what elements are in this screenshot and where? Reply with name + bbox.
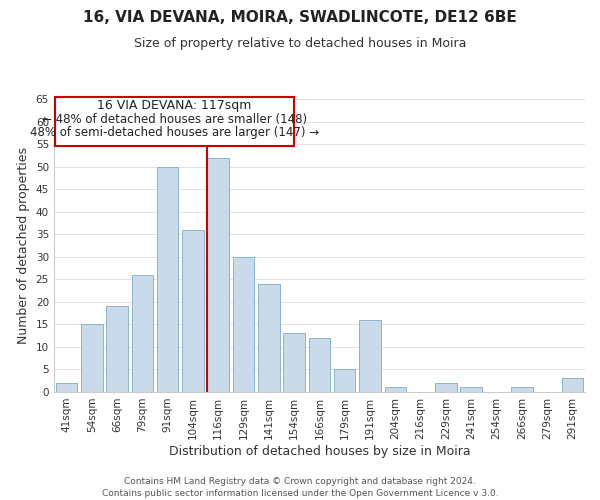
Bar [233,256,254,392]
Bar [208,158,229,392]
Bar [55,96,294,146]
Bar [562,378,583,392]
Text: ← 48% of detached houses are smaller (148): ← 48% of detached houses are smaller (14… [42,113,307,126]
Bar [308,338,330,392]
Bar [81,324,103,392]
Bar [182,230,203,392]
Bar [385,388,406,392]
Text: Size of property relative to detached houses in Moira: Size of property relative to detached ho… [134,38,466,51]
Bar [131,275,153,392]
Text: 16, VIA DEVANA, MOIRA, SWADLINCOTE, DE12 6BE: 16, VIA DEVANA, MOIRA, SWADLINCOTE, DE12… [83,10,517,25]
Bar [157,166,178,392]
Bar [56,383,77,392]
Bar [334,370,355,392]
Y-axis label: Number of detached properties: Number of detached properties [17,147,30,344]
X-axis label: Distribution of detached houses by size in Moira: Distribution of detached houses by size … [169,444,470,458]
Bar [106,306,128,392]
Text: 16 VIA DEVANA: 117sqm: 16 VIA DEVANA: 117sqm [97,100,252,112]
Bar [258,284,280,392]
Bar [283,334,305,392]
Text: 48% of semi-detached houses are larger (147) →: 48% of semi-detached houses are larger (… [30,126,319,140]
Bar [460,388,482,392]
Text: Contains HM Land Registry data © Crown copyright and database right 2024.
Contai: Contains HM Land Registry data © Crown c… [101,476,499,498]
Bar [359,320,381,392]
Bar [511,388,533,392]
Bar [435,383,457,392]
